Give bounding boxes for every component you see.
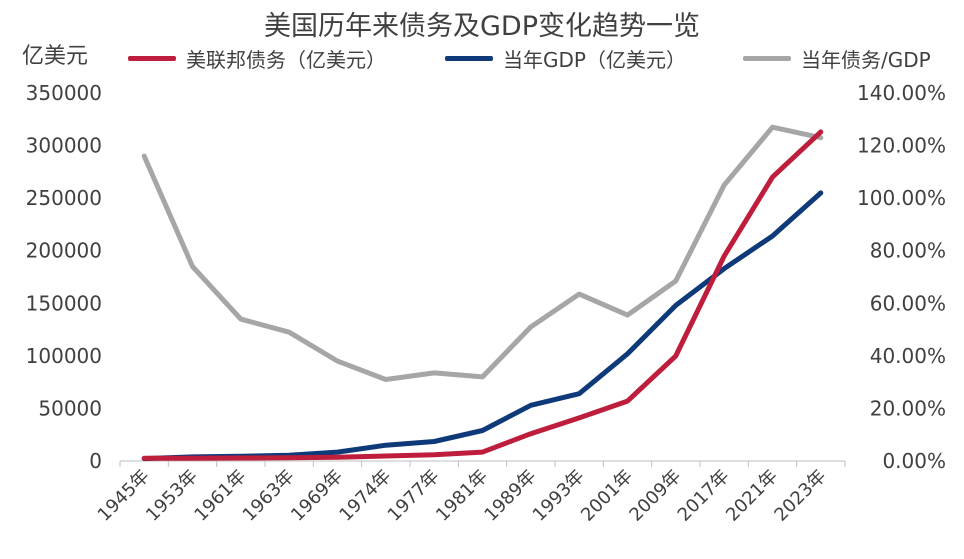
y-tick-label-left: 250000 xyxy=(26,186,102,210)
x-tick-label: 1981年 xyxy=(432,466,492,526)
series-line-debt-ratio xyxy=(141,124,824,382)
x-tick-label: 2017年 xyxy=(674,466,734,526)
x-tick-label: 1977年 xyxy=(384,466,444,526)
x-tick-label: 1969年 xyxy=(287,466,347,526)
y-tick-label-right: 20.00% xyxy=(870,396,946,420)
legend-label-federal-debt: 美联邦债务（亿美元） xyxy=(186,48,386,72)
legend-swatch-gdp xyxy=(445,56,493,61)
y-tick-label-right: 60.00% xyxy=(870,291,946,315)
y-tick-label-left: 100000 xyxy=(26,344,102,368)
y-tick-label-left: 300000 xyxy=(26,134,102,158)
series-line-gdp xyxy=(141,190,824,462)
x-tick-label: 1974年 xyxy=(335,466,395,526)
legend-item-debt-ratio: 当年债务/GDP xyxy=(743,44,931,73)
series-line-federal-debt xyxy=(141,129,824,461)
legend-swatch-debt-ratio xyxy=(743,56,791,61)
y-tick-label-left: 0 xyxy=(89,449,102,473)
x-tick-label: 1963年 xyxy=(239,466,299,526)
legend-label-gdp: 当年GDP（亿美元） xyxy=(503,48,686,72)
x-tick-label: 2023年 xyxy=(770,466,830,526)
y-tick-label-left: 350000 xyxy=(26,81,102,105)
legend-item-federal-debt: 美联邦债务（亿美元） xyxy=(128,44,386,73)
x-tick-label: 1945年 xyxy=(94,466,154,526)
y-tick-label-right: 80.00% xyxy=(870,239,946,263)
y-tick-label-left: 150000 xyxy=(26,291,102,315)
y-tick-label-left: 50000 xyxy=(38,396,102,420)
x-tick-label: 2009年 xyxy=(625,466,685,526)
x-tick-label: 2001年 xyxy=(577,466,637,526)
y-tick-label-right: 100.00% xyxy=(857,186,946,210)
y-tick-label-right: 40.00% xyxy=(870,344,946,368)
y-tick-label-right: 0.00% xyxy=(882,449,946,473)
y-axis-label: 亿美元 xyxy=(22,44,89,69)
legend-label-debt-ratio: 当年债务/GDP xyxy=(801,48,931,72)
y-tick-label-right: 120.00% xyxy=(857,134,946,158)
legend-swatch-federal-debt xyxy=(128,56,176,61)
y-tick-label-left: 200000 xyxy=(26,239,102,263)
x-tick-label: 1953年 xyxy=(142,466,202,526)
x-tick-label: 1961年 xyxy=(190,466,250,526)
x-tick-label: 1989年 xyxy=(480,466,540,526)
chart-title: 美国历年来债务及GDP变化趋势一览 xyxy=(264,11,700,42)
x-tick-label: 1993年 xyxy=(529,466,589,526)
y-tick-label-right: 140.00% xyxy=(857,81,946,105)
x-tick-label: 2021年 xyxy=(722,466,782,526)
legend-item-gdp: 当年GDP（亿美元） xyxy=(445,44,686,73)
